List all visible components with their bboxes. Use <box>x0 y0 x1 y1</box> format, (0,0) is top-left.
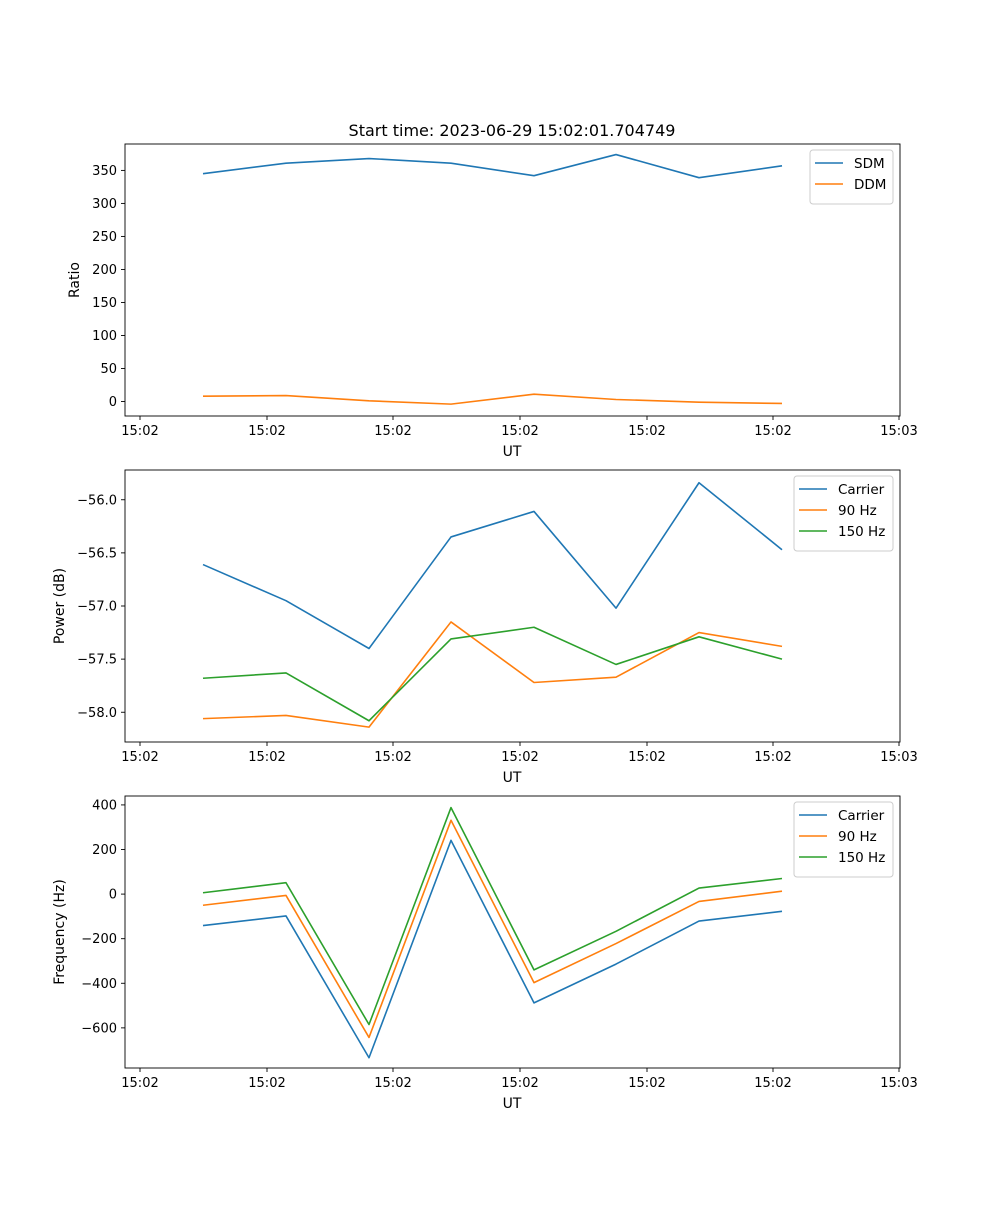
y-tick-label: 100 <box>92 329 117 344</box>
x-tick-label: 15:02 <box>121 424 158 439</box>
series-line-ddm <box>202 393 783 405</box>
x-tick-label: 15:02 <box>248 424 285 439</box>
y-tick-label: 400 <box>92 798 117 813</box>
y-tick-label: 50 <box>100 362 117 377</box>
series-line-150-hz <box>202 806 783 1026</box>
x-tick-label: 15:02 <box>374 1076 411 1091</box>
chart-panel-1: 15:02 15:02 15:02 15:02 15:02 15:02 15:03 0 50 10… <box>67 143 918 460</box>
axes-frame <box>124 143 901 417</box>
x-tick-label: 15:02 <box>374 750 411 765</box>
y-tick-label: 150 <box>92 296 117 311</box>
legend: Carrier 90 Hz 150 Hz <box>793 801 894 878</box>
figure-title: Start time: 2023-06-29 15:02:01.704749 <box>349 121 676 140</box>
legend-label: Carrier <box>838 482 885 498</box>
y-tick-label: −58.0 <box>77 706 117 721</box>
y-tick-label: 0 <box>109 888 117 903</box>
y-tick-label: −57.0 <box>77 600 117 615</box>
legend-label: SDM <box>854 156 885 172</box>
x-tick-label: 15:03 <box>880 750 917 765</box>
series-line-90-hz <box>202 621 783 728</box>
y-axis-label: Ratio <box>67 262 83 298</box>
chart-panel-3: 15:02 15:02 15:02 15:02 15:02 15:02 15:03 −600 −… <box>52 795 918 1112</box>
legend-label: 90 Hz <box>838 503 877 519</box>
y-tick-label: −56.0 <box>77 493 117 508</box>
x-tick-label: 15:03 <box>880 424 917 439</box>
x-tick-label: 15:02 <box>754 1076 791 1091</box>
y-axis-label: Frequency (Hz) <box>52 879 68 985</box>
y-tick-label: −56.5 <box>77 546 117 561</box>
y-tick-label: −400 <box>81 977 117 992</box>
series-line-carrier <box>202 481 783 650</box>
y-tick-label: −200 <box>81 932 117 947</box>
legend-label: DDM <box>854 177 886 193</box>
x-tick-label: 15:02 <box>628 750 665 765</box>
x-axis-label: UT <box>503 770 522 786</box>
x-tick-label: 15:02 <box>501 750 538 765</box>
chart-panel-2: 15:02 15:02 15:02 15:02 15:02 15:02 15:03 −58.0… <box>52 469 918 786</box>
series-line-sdm <box>202 153 783 179</box>
y-tick-label: 250 <box>92 230 117 245</box>
legend-label: 150 Hz <box>838 524 885 540</box>
y-axis-label: Power (dB) <box>52 568 68 644</box>
x-tick-label: 15:02 <box>501 1076 538 1091</box>
axes-frame <box>124 795 901 1069</box>
series-line-90-hz <box>202 819 783 1039</box>
legend-label: 90 Hz <box>838 829 877 845</box>
y-tick-label: 350 <box>92 164 117 179</box>
x-axis-label: UT <box>503 1096 522 1112</box>
panels: 15:02 15:02 15:02 15:02 15:02 15:02 15:03 0 50 10… <box>52 143 918 1112</box>
legend-label: 150 Hz <box>838 850 885 866</box>
x-tick-label: 15:02 <box>248 750 285 765</box>
x-tick-label: 15:02 <box>248 1076 285 1091</box>
y-tick-label: 200 <box>92 263 117 278</box>
legend-box <box>793 475 894 552</box>
x-tick-label: 15:02 <box>628 1076 665 1091</box>
x-tick-label: 15:02 <box>121 1076 158 1091</box>
series-line-carrier <box>202 839 783 1059</box>
x-tick-label: 15:02 <box>628 424 665 439</box>
legend: SDM DDM <box>809 149 894 205</box>
series-line-150-hz <box>202 626 783 722</box>
y-tick-label: 0 <box>109 395 117 410</box>
y-tick-label: −600 <box>81 1021 117 1036</box>
x-tick-label: 15:03 <box>880 1076 917 1091</box>
legend-box <box>793 801 894 878</box>
x-tick-label: 15:02 <box>374 424 411 439</box>
y-tick-label: 300 <box>92 197 117 212</box>
x-tick-label: 15:02 <box>121 750 158 765</box>
y-tick-label: −57.5 <box>77 653 117 668</box>
y-tick-label: 200 <box>92 843 117 858</box>
x-tick-label: 15:02 <box>754 750 791 765</box>
x-tick-label: 15:02 <box>754 424 791 439</box>
x-tick-label: 15:02 <box>501 424 538 439</box>
legend-label: Carrier <box>838 808 885 824</box>
x-axis-label: UT <box>503 444 522 460</box>
legend: Carrier 90 Hz 150 Hz <box>793 475 894 552</box>
